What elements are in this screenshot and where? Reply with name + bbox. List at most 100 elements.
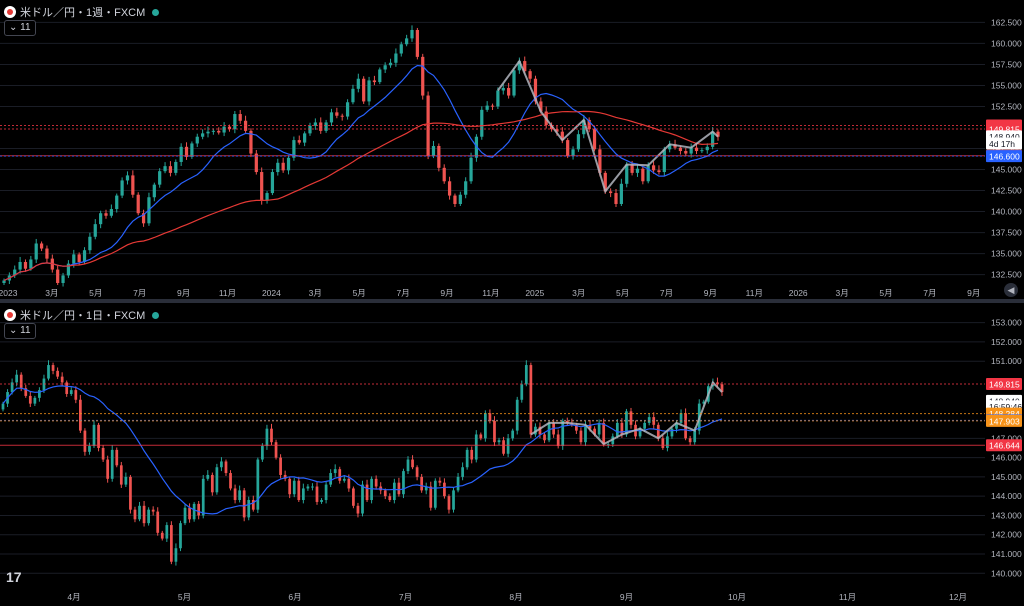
candle-body [356, 78, 360, 89]
weekly-chart-canvas[interactable]: 132.500 135.000 137.500 140.000 142.500 145.0… [0, 0, 1024, 300]
candle-body [77, 254, 81, 262]
scroll-to-realtime-button[interactable]: ◀ [1004, 283, 1018, 297]
candle-body [480, 109, 484, 137]
candle-body [10, 382, 14, 393]
candle-body [333, 469, 337, 474]
candle-body [242, 490, 246, 518]
candle-body [575, 424, 578, 431]
candle-body [195, 136, 199, 144]
price-tag-box [986, 378, 1022, 391]
y-tick-label: 141.000 [991, 549, 1022, 559]
candle-body [106, 459, 110, 479]
y-tick-label: 142.500 [991, 186, 1022, 196]
zigzag-pattern-line [530, 380, 723, 446]
ma-blue-line [2, 385, 723, 515]
x-tick-label: 3月 [45, 288, 58, 298]
candle-body [464, 181, 468, 195]
candle-body [227, 126, 232, 130]
candle-body [313, 122, 317, 126]
daily-indicator-toggle[interactable]: ⌄ 11 [4, 323, 36, 339]
candle-body [184, 146, 189, 157]
candle-body [109, 209, 113, 216]
y-tick-label: 147.000 [991, 433, 1022, 443]
candle-body [592, 129, 597, 150]
candle-body [329, 473, 333, 485]
candle-body [206, 131, 210, 134]
candle-body [493, 420, 496, 443]
candle-body [51, 365, 55, 371]
candle-body [529, 365, 533, 435]
candle-body [19, 374, 23, 389]
x-tick-label: 9月 [177, 288, 190, 298]
x-tick-label: 8月 [509, 592, 522, 602]
candle-body [625, 411, 628, 435]
candle-body [56, 370, 59, 377]
candle-body [566, 140, 570, 157]
daily-chart-canvas[interactable]: 140.000 141.000 142.000 143.000 144.000 145.0… [0, 303, 1024, 606]
candle-body [411, 459, 414, 468]
candle-body [716, 382, 719, 385]
y-tick-label: 145.000 [991, 472, 1022, 482]
candle-body [383, 490, 387, 497]
us-jp-flag-icon [4, 6, 16, 18]
candle-body [588, 424, 592, 429]
x-tick-label: 10月 [728, 592, 746, 602]
candle-body [397, 482, 401, 495]
candle-body [539, 101, 543, 112]
candle-body [301, 488, 305, 501]
y-tick-label: 140.000 [991, 207, 1022, 217]
candle-body [265, 428, 269, 447]
candle-body [97, 424, 100, 448]
candle-body [308, 125, 312, 134]
candle-body [374, 478, 378, 487]
daily-chart-pane[interactable]: 140.000 141.000 142.000 143.000 144.000 145.0… [0, 303, 1024, 606]
candle-body [515, 399, 519, 431]
candle-body [651, 165, 656, 171]
candle-body [88, 236, 92, 251]
candle-body [131, 175, 135, 195]
candle-body [335, 112, 339, 116]
candle-body [270, 428, 273, 443]
x-tick-label: 5月 [178, 592, 191, 602]
y-tick-label: 152.000 [991, 337, 1022, 347]
candle-body [281, 162, 285, 171]
x-tick-label: 11月 [482, 288, 499, 298]
candle-body [168, 166, 173, 173]
x-tick-label: 3月 [309, 288, 322, 298]
candle-body [370, 478, 373, 501]
candle-body [311, 486, 314, 488]
candle-body [670, 428, 674, 437]
price-tag-box [986, 150, 1022, 163]
candle-body [666, 436, 669, 448]
x-tick-label: 11月 [839, 592, 856, 602]
candle-body [576, 134, 581, 150]
candle-body [217, 130, 221, 133]
weekly-indicator-toggle[interactable]: ⌄ 11 [4, 20, 36, 36]
candle-body [587, 119, 591, 130]
price-tag-label: 148.940 [989, 132, 1020, 142]
pane-divider[interactable] [0, 299, 1024, 303]
weekly-legend: 米ドル／円・1週・FXCM [4, 4, 160, 20]
price-tag-label: 4d 17h [989, 139, 1015, 149]
price-tag-label: 149.815 [989, 125, 1020, 135]
candle-body [104, 213, 108, 216]
candle-body [700, 150, 704, 152]
y-tick-label: 155.000 [991, 80, 1022, 90]
candle-body [619, 183, 623, 204]
price-tag-label: 146.600 [989, 152, 1020, 162]
candle-body [429, 486, 433, 508]
y-tick-label: 160.000 [991, 38, 1022, 48]
ma-red-line [3, 110, 719, 282]
weekly-chart-pane[interactable]: 132.500 135.000 137.500 140.000 142.500 145.0… [0, 0, 1024, 300]
candle-body [438, 480, 442, 483]
candle-body [315, 486, 319, 502]
candle-body [538, 426, 542, 435]
candle-body [668, 144, 672, 150]
candle-body [72, 254, 76, 264]
candle-body [711, 131, 715, 147]
candle-body [424, 486, 428, 491]
candle-body [2, 280, 6, 283]
candle-body [65, 382, 69, 394]
candle-body [251, 500, 255, 510]
candle-body [561, 420, 565, 447]
